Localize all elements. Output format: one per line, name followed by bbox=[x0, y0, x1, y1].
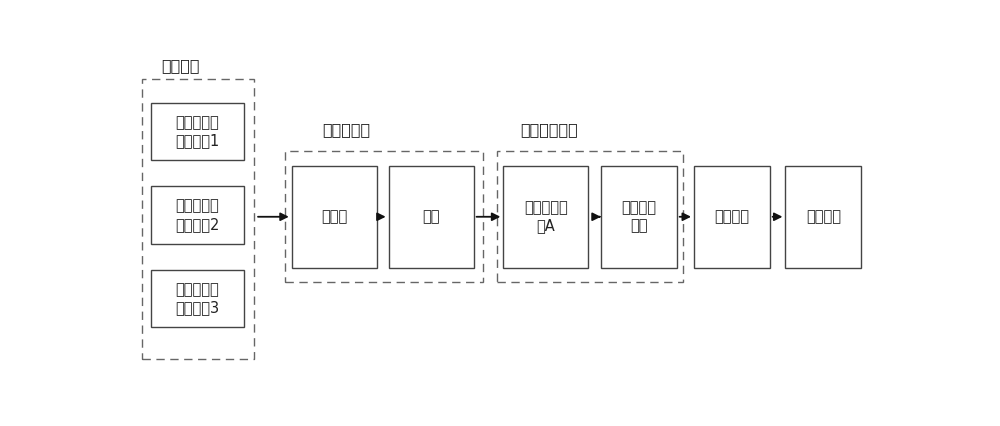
Text: 求解解混矩
阵A: 求解解混矩 阵A bbox=[524, 200, 568, 233]
Text: 去均值: 去均值 bbox=[321, 209, 347, 224]
Bar bbox=[785, 166, 861, 268]
Bar bbox=[151, 270, 244, 328]
Bar bbox=[497, 151, 683, 282]
Text: 独立分量分解: 独立分量分解 bbox=[520, 122, 578, 137]
Bar bbox=[601, 166, 677, 268]
Text: 消工频后的
核磁数据1: 消工频后的 核磁数据1 bbox=[175, 115, 219, 148]
Bar bbox=[503, 166, 588, 268]
Bar bbox=[388, 166, 474, 268]
Bar bbox=[694, 166, 770, 268]
Text: 消工频后的
核磁数据3: 消工频后的 核磁数据3 bbox=[175, 282, 219, 316]
Bar bbox=[151, 103, 244, 160]
Text: 数据重构: 数据重构 bbox=[714, 209, 749, 224]
Text: 消工频后的
核磁数据2: 消工频后的 核磁数据2 bbox=[175, 199, 219, 232]
Bar bbox=[142, 79, 254, 360]
Bar bbox=[285, 151, 483, 282]
Text: 独立分量
估计: 独立分量 估计 bbox=[621, 200, 656, 233]
Text: 核磁信号: 核磁信号 bbox=[806, 209, 841, 224]
Text: 数据预处理: 数据预处理 bbox=[323, 122, 371, 137]
Bar bbox=[292, 166, 377, 268]
Text: 观测信号: 观测信号 bbox=[161, 58, 200, 73]
Text: 白化: 白化 bbox=[422, 209, 440, 224]
Bar bbox=[151, 187, 244, 244]
